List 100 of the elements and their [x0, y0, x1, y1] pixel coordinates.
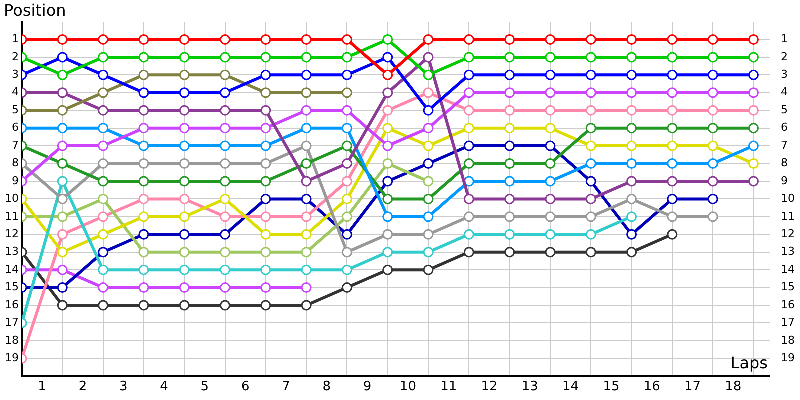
point	[748, 52, 759, 63]
point	[586, 212, 596, 222]
point	[708, 212, 718, 222]
point	[342, 264, 352, 276]
point	[98, 105, 109, 116]
point	[57, 52, 68, 63]
x-tick-label: 15	[603, 380, 620, 395]
point	[138, 176, 150, 187]
point	[179, 34, 190, 45]
point	[382, 105, 394, 116]
x-tick-label: 17	[684, 380, 702, 395]
point	[464, 158, 474, 170]
point	[586, 70, 596, 80]
point	[301, 123, 312, 134]
point	[382, 194, 394, 204]
y2-tick-label: 11	[781, 210, 796, 223]
y-tick-label: 4	[12, 86, 19, 99]
point	[504, 123, 516, 134]
x-tick-label: 9	[363, 380, 372, 395]
point	[342, 105, 352, 116]
point	[382, 229, 394, 240]
point	[301, 300, 312, 311]
point	[98, 88, 109, 98]
point	[220, 88, 231, 98]
point	[545, 194, 556, 204]
point	[260, 34, 272, 45]
point	[464, 70, 474, 80]
point	[179, 194, 190, 204]
point	[138, 140, 150, 152]
point	[382, 70, 394, 80]
point	[586, 88, 596, 98]
point	[220, 300, 231, 311]
y-tick-label: 12	[4, 228, 19, 240]
point	[342, 88, 352, 98]
y2-tick-label: 14	[781, 262, 796, 276]
point	[138, 88, 150, 98]
point	[220, 229, 231, 240]
point	[260, 194, 272, 204]
point	[57, 300, 68, 311]
point	[342, 158, 352, 170]
point	[179, 140, 190, 152]
point	[545, 34, 556, 45]
point	[423, 123, 434, 134]
point	[220, 140, 231, 152]
point	[626, 88, 638, 98]
point	[260, 123, 272, 134]
point	[586, 176, 596, 187]
point	[220, 282, 231, 294]
point	[626, 247, 638, 258]
y-tick-label: 11	[4, 210, 19, 223]
point	[57, 123, 68, 134]
point	[260, 264, 272, 276]
point	[260, 212, 272, 222]
point	[748, 88, 759, 98]
point	[382, 34, 394, 45]
point	[260, 52, 272, 63]
point	[220, 176, 231, 187]
point	[342, 34, 352, 45]
point	[708, 176, 718, 187]
point	[98, 194, 109, 204]
point	[57, 212, 68, 222]
point	[504, 176, 516, 187]
y2-tick-label: 4	[781, 86, 788, 99]
point	[423, 229, 434, 240]
point	[98, 52, 109, 63]
x-tick-label: 5	[200, 380, 210, 395]
y2-tick-label: 10	[781, 192, 796, 206]
point	[586, 140, 596, 152]
point	[382, 158, 394, 170]
point	[423, 88, 434, 98]
point	[545, 158, 556, 170]
point	[260, 176, 272, 187]
y-axis-title: Position	[4, 1, 66, 20]
point	[138, 34, 150, 45]
point	[342, 123, 352, 134]
x-axis-title: Laps	[730, 354, 768, 373]
point	[464, 52, 474, 63]
y-tick-label: 3	[12, 68, 19, 82]
point	[667, 123, 678, 134]
x-tick-label: 6	[241, 380, 250, 395]
point	[423, 140, 434, 152]
point	[57, 140, 68, 152]
x-tick-label: 16	[644, 380, 660, 395]
y-tick-label: 10	[4, 192, 19, 206]
point	[626, 140, 638, 152]
point	[423, 158, 434, 170]
point	[667, 158, 678, 170]
point	[57, 34, 68, 45]
point	[179, 105, 190, 116]
point	[708, 52, 718, 63]
point	[138, 300, 150, 311]
point	[423, 194, 434, 204]
point	[57, 105, 68, 116]
point	[748, 158, 759, 170]
y2-tick-label: 12	[781, 228, 796, 240]
y2-tick-label: 17	[781, 316, 796, 330]
x-tick-label: 10	[400, 380, 416, 395]
point	[179, 88, 190, 98]
point	[260, 300, 272, 311]
point	[464, 194, 474, 204]
